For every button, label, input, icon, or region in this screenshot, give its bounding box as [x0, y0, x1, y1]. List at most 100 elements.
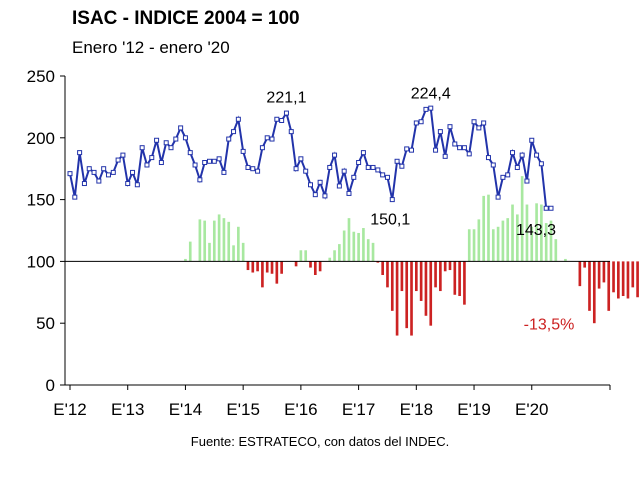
variation-bar	[184, 258, 187, 262]
x-tick-label: E'14	[169, 400, 203, 419]
index-marker	[178, 125, 184, 131]
index-marker	[380, 172, 386, 178]
index-marker	[447, 124, 453, 130]
index-marker	[476, 125, 482, 131]
index-marker	[365, 164, 371, 170]
data-label: 143,3	[516, 222, 556, 239]
variation-bar	[381, 261, 384, 275]
variation-bar	[626, 261, 630, 299]
variation-bar	[366, 239, 370, 262]
index-marker	[77, 150, 83, 156]
index-marker	[336, 183, 342, 189]
index-marker	[120, 152, 126, 158]
index-marker	[356, 160, 362, 166]
index-marker	[192, 162, 198, 168]
index-marker	[168, 145, 174, 151]
index-marker	[341, 168, 347, 174]
variation-bar	[342, 230, 346, 262]
y-tick-label: 100	[27, 252, 55, 271]
index-marker	[293, 166, 299, 172]
variation-bar	[270, 261, 274, 274]
variation-bar	[477, 219, 481, 262]
variation-bar	[636, 261, 639, 298]
index-marker	[442, 153, 448, 159]
index-marker	[346, 190, 352, 196]
variation-bar	[347, 218, 351, 262]
variation-bar	[265, 261, 269, 273]
variation-bar	[463, 261, 466, 305]
variation-bar	[607, 261, 611, 311]
y-tick-label: 200	[27, 129, 55, 148]
index-marker	[466, 151, 472, 157]
variation-bar	[275, 261, 279, 284]
chart-title: ISAC - INDICE 2004 = 100	[72, 8, 300, 29]
variation-bar	[617, 261, 620, 299]
index-marker	[264, 135, 270, 141]
index-marker	[452, 141, 458, 147]
data-label: 150,1	[370, 211, 410, 228]
index-marker	[514, 164, 520, 170]
index-marker	[279, 118, 285, 123]
index-marker	[375, 167, 381, 173]
variation-bar	[386, 261, 389, 288]
index-marker	[211, 158, 217, 164]
variation-bar	[410, 261, 413, 336]
variation-bar	[405, 261, 409, 329]
variation-bar	[415, 261, 418, 292]
index-marker	[505, 172, 511, 178]
index-marker	[110, 169, 116, 175]
variation-bar	[232, 245, 235, 262]
variation-bar	[212, 220, 216, 262]
index-marker	[149, 155, 155, 161]
variation-bar	[294, 261, 298, 267]
index-marker	[351, 174, 357, 180]
index-marker	[548, 205, 554, 211]
variation-bar	[424, 261, 428, 316]
variation-bar	[612, 261, 615, 293]
variation-bar	[544, 223, 548, 262]
index-marker	[471, 119, 477, 125]
index-marker	[72, 194, 78, 200]
variation-bar	[458, 261, 461, 297]
index-marker	[312, 192, 318, 198]
variation-bar	[362, 228, 365, 262]
variation-bar	[554, 239, 558, 262]
index-marker	[538, 161, 544, 167]
variation-bar	[472, 229, 476, 262]
index-marker	[389, 197, 395, 203]
index-marker	[485, 155, 491, 161]
index-marker	[158, 160, 164, 166]
variation-bar	[352, 231, 356, 262]
index-marker	[259, 145, 265, 151]
variation-bar	[487, 194, 490, 262]
index-marker	[500, 174, 506, 180]
variation-bar	[491, 229, 495, 262]
index-marker	[529, 137, 535, 143]
index-marker	[283, 110, 289, 116]
index-marker	[101, 166, 107, 172]
index-marker	[490, 162, 496, 168]
index-marker	[534, 152, 540, 158]
variation-bar	[467, 229, 471, 262]
index-markers	[67, 105, 554, 211]
index-marker	[206, 158, 212, 164]
index-marker	[163, 140, 169, 146]
index-marker	[91, 169, 97, 175]
x-tick-label: E'15	[226, 400, 260, 419]
variation-bar	[516, 214, 519, 262]
variation-bar	[535, 203, 538, 262]
index-marker	[428, 105, 434, 111]
index-marker	[288, 129, 294, 135]
index-marker	[510, 150, 516, 156]
index-marker	[250, 166, 256, 172]
variation-bar	[434, 261, 437, 288]
variation-bar	[501, 220, 505, 262]
index-marker	[308, 182, 313, 188]
index-marker	[86, 166, 92, 172]
index-marker	[202, 160, 208, 166]
index-marker	[461, 145, 467, 151]
index-marker	[384, 174, 390, 180]
index-marker	[197, 177, 203, 183]
index-marker	[394, 158, 400, 164]
